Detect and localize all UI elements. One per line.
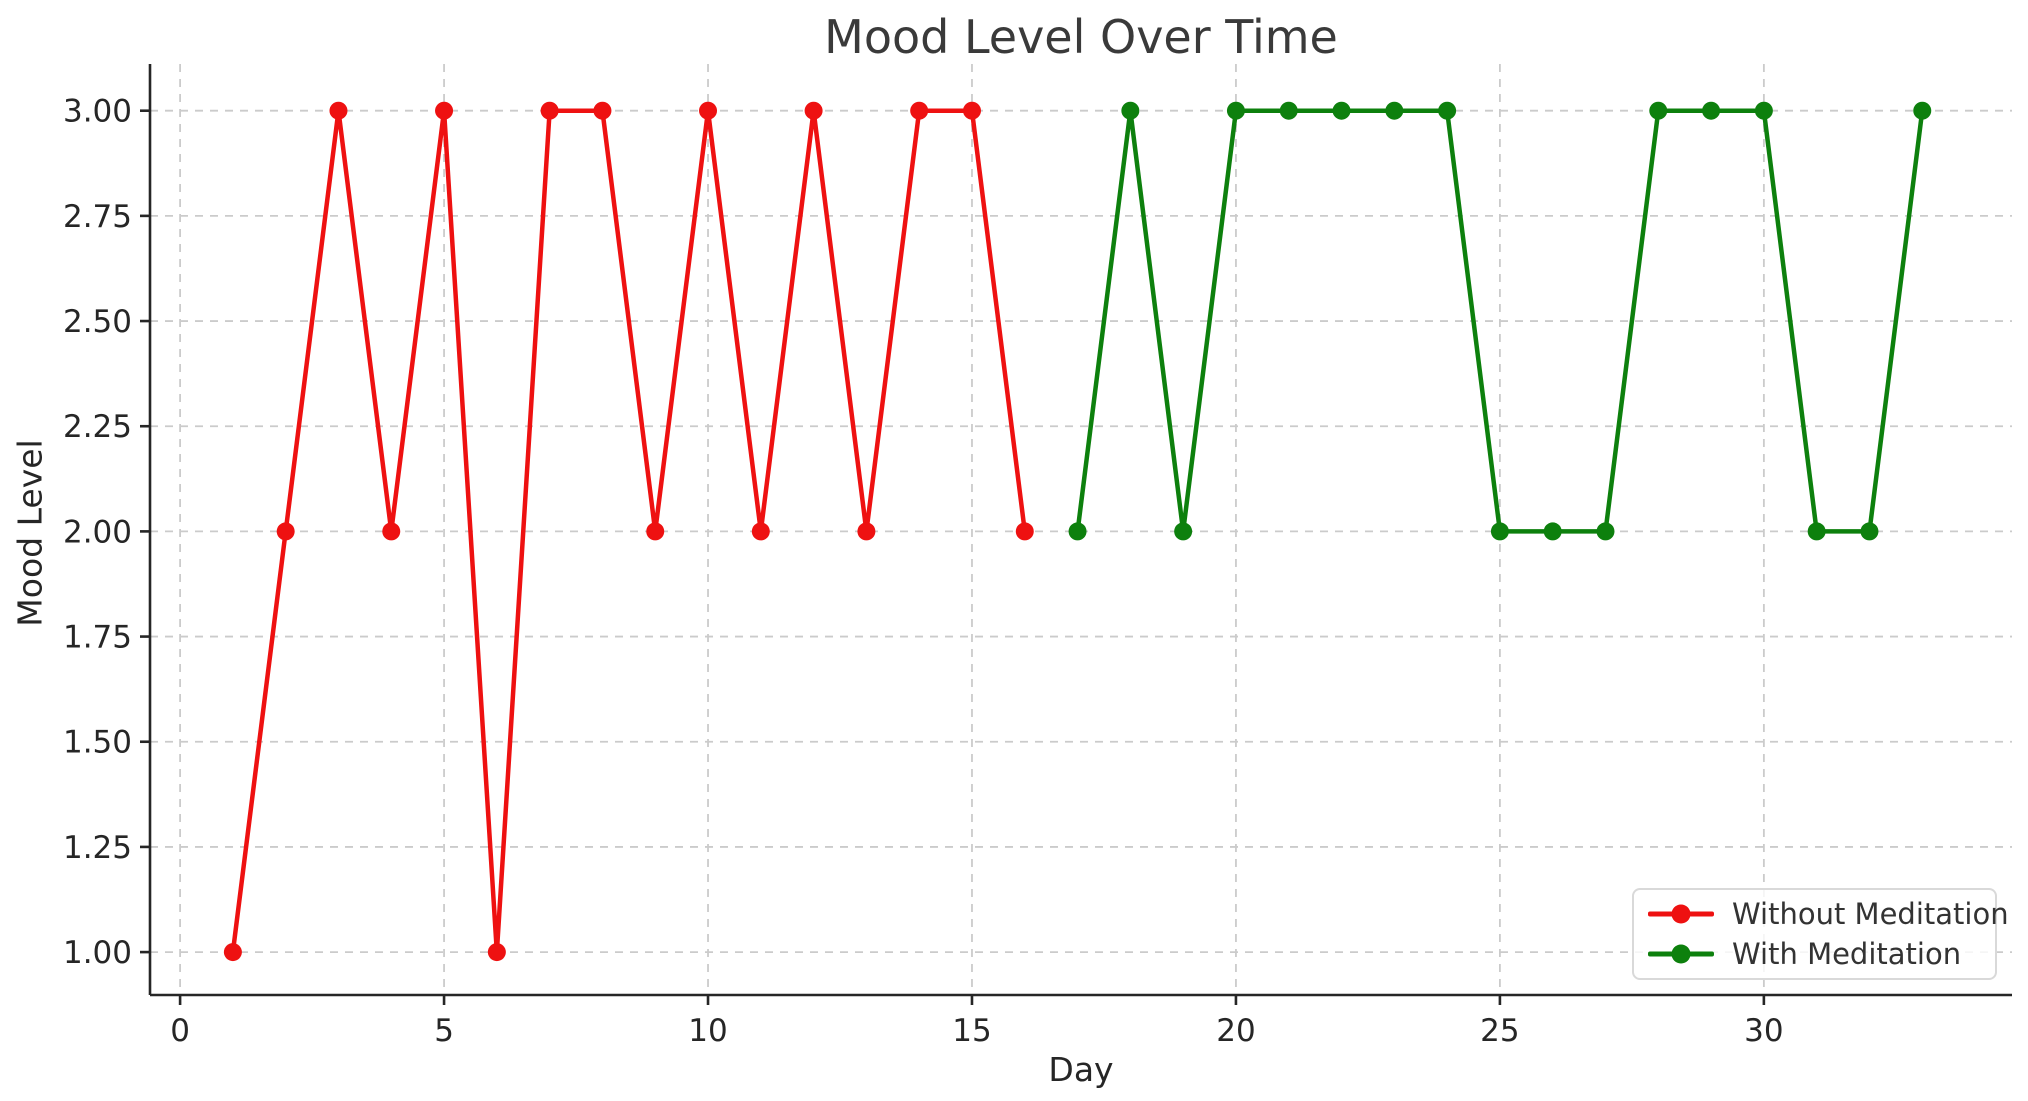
data-point-with-meditation bbox=[1754, 101, 1773, 120]
data-point-with-meditation bbox=[1807, 522, 1826, 541]
y-axis-label: Mood Level bbox=[10, 439, 50, 627]
data-point-without-meditation bbox=[751, 522, 770, 541]
legend-label: Without Meditation bbox=[1732, 896, 2009, 931]
data-point-without-meditation bbox=[223, 943, 242, 962]
x-tick-label: 0 bbox=[170, 1013, 190, 1049]
x-tick-label: 15 bbox=[952, 1013, 991, 1049]
data-point-with-meditation bbox=[1174, 522, 1193, 541]
data-point-with-meditation bbox=[1913, 101, 1932, 120]
x-tick-label: 5 bbox=[434, 1013, 454, 1049]
data-point-with-meditation bbox=[1649, 101, 1668, 120]
y-tick-label: 2.50 bbox=[63, 304, 132, 340]
data-point-with-meditation bbox=[1438, 101, 1457, 120]
data-point-with-meditation bbox=[1332, 101, 1351, 120]
data-point-without-meditation bbox=[857, 522, 876, 541]
data-point-with-meditation bbox=[1279, 101, 1298, 120]
legend-line-marker-green bbox=[1648, 944, 1714, 964]
data-point-without-meditation bbox=[646, 522, 665, 541]
data-point-without-meditation bbox=[276, 522, 295, 541]
legend-label: With Meditation bbox=[1732, 937, 1962, 972]
y-tick-label: 1.00 bbox=[63, 935, 132, 971]
legend-item-without-meditation: Without Meditation bbox=[1648, 897, 2009, 931]
x-tick-label: 25 bbox=[1480, 1013, 1519, 1049]
y-tick-label: 2.75 bbox=[63, 199, 132, 235]
data-point-with-meditation bbox=[1121, 101, 1140, 120]
data-point-without-meditation bbox=[804, 101, 823, 120]
y-tick-label: 2.00 bbox=[63, 514, 132, 550]
data-point-without-meditation bbox=[329, 101, 348, 120]
data-point-with-meditation bbox=[1860, 522, 1879, 541]
data-point-without-meditation bbox=[962, 101, 981, 120]
x-tick-label: 10 bbox=[688, 1013, 727, 1049]
y-tick-label: 1.75 bbox=[63, 620, 132, 656]
data-point-without-meditation bbox=[699, 101, 718, 120]
y-tick-label: 3.00 bbox=[63, 94, 132, 130]
y-tick-label: 1.50 bbox=[63, 725, 132, 761]
data-point-with-meditation bbox=[1543, 522, 1562, 541]
x-axis-label: Day bbox=[1048, 1050, 1114, 1089]
y-tick-label: 1.25 bbox=[63, 830, 132, 866]
data-point-with-meditation bbox=[1226, 101, 1245, 120]
y-tick-label: 2.25 bbox=[63, 409, 132, 445]
data-point-without-meditation bbox=[487, 943, 506, 962]
data-point-without-meditation bbox=[593, 101, 612, 120]
data-point-with-meditation bbox=[1490, 522, 1509, 541]
data-point-with-meditation bbox=[1702, 101, 1721, 120]
legend-line-marker-red bbox=[1648, 904, 1714, 924]
x-tick-label: 30 bbox=[1744, 1013, 1783, 1049]
data-point-without-meditation bbox=[1015, 522, 1034, 541]
data-point-with-meditation bbox=[1068, 522, 1087, 541]
data-point-without-meditation bbox=[435, 101, 454, 120]
legend-item-with-meditation: With Meditation bbox=[1648, 937, 1995, 971]
chart-title: Mood Level Over Time bbox=[824, 10, 1338, 64]
legend: Without Meditation With Meditation bbox=[1632, 888, 2009, 980]
x-tick-label: 20 bbox=[1216, 1013, 1255, 1049]
data-point-without-meditation bbox=[910, 101, 929, 120]
data-point-with-meditation bbox=[1596, 522, 1615, 541]
data-point-without-meditation bbox=[382, 522, 401, 541]
data-point-with-meditation bbox=[1385, 101, 1404, 120]
data-point-without-meditation bbox=[540, 101, 559, 120]
series-line-without-meditation bbox=[230, 108, 1028, 955]
